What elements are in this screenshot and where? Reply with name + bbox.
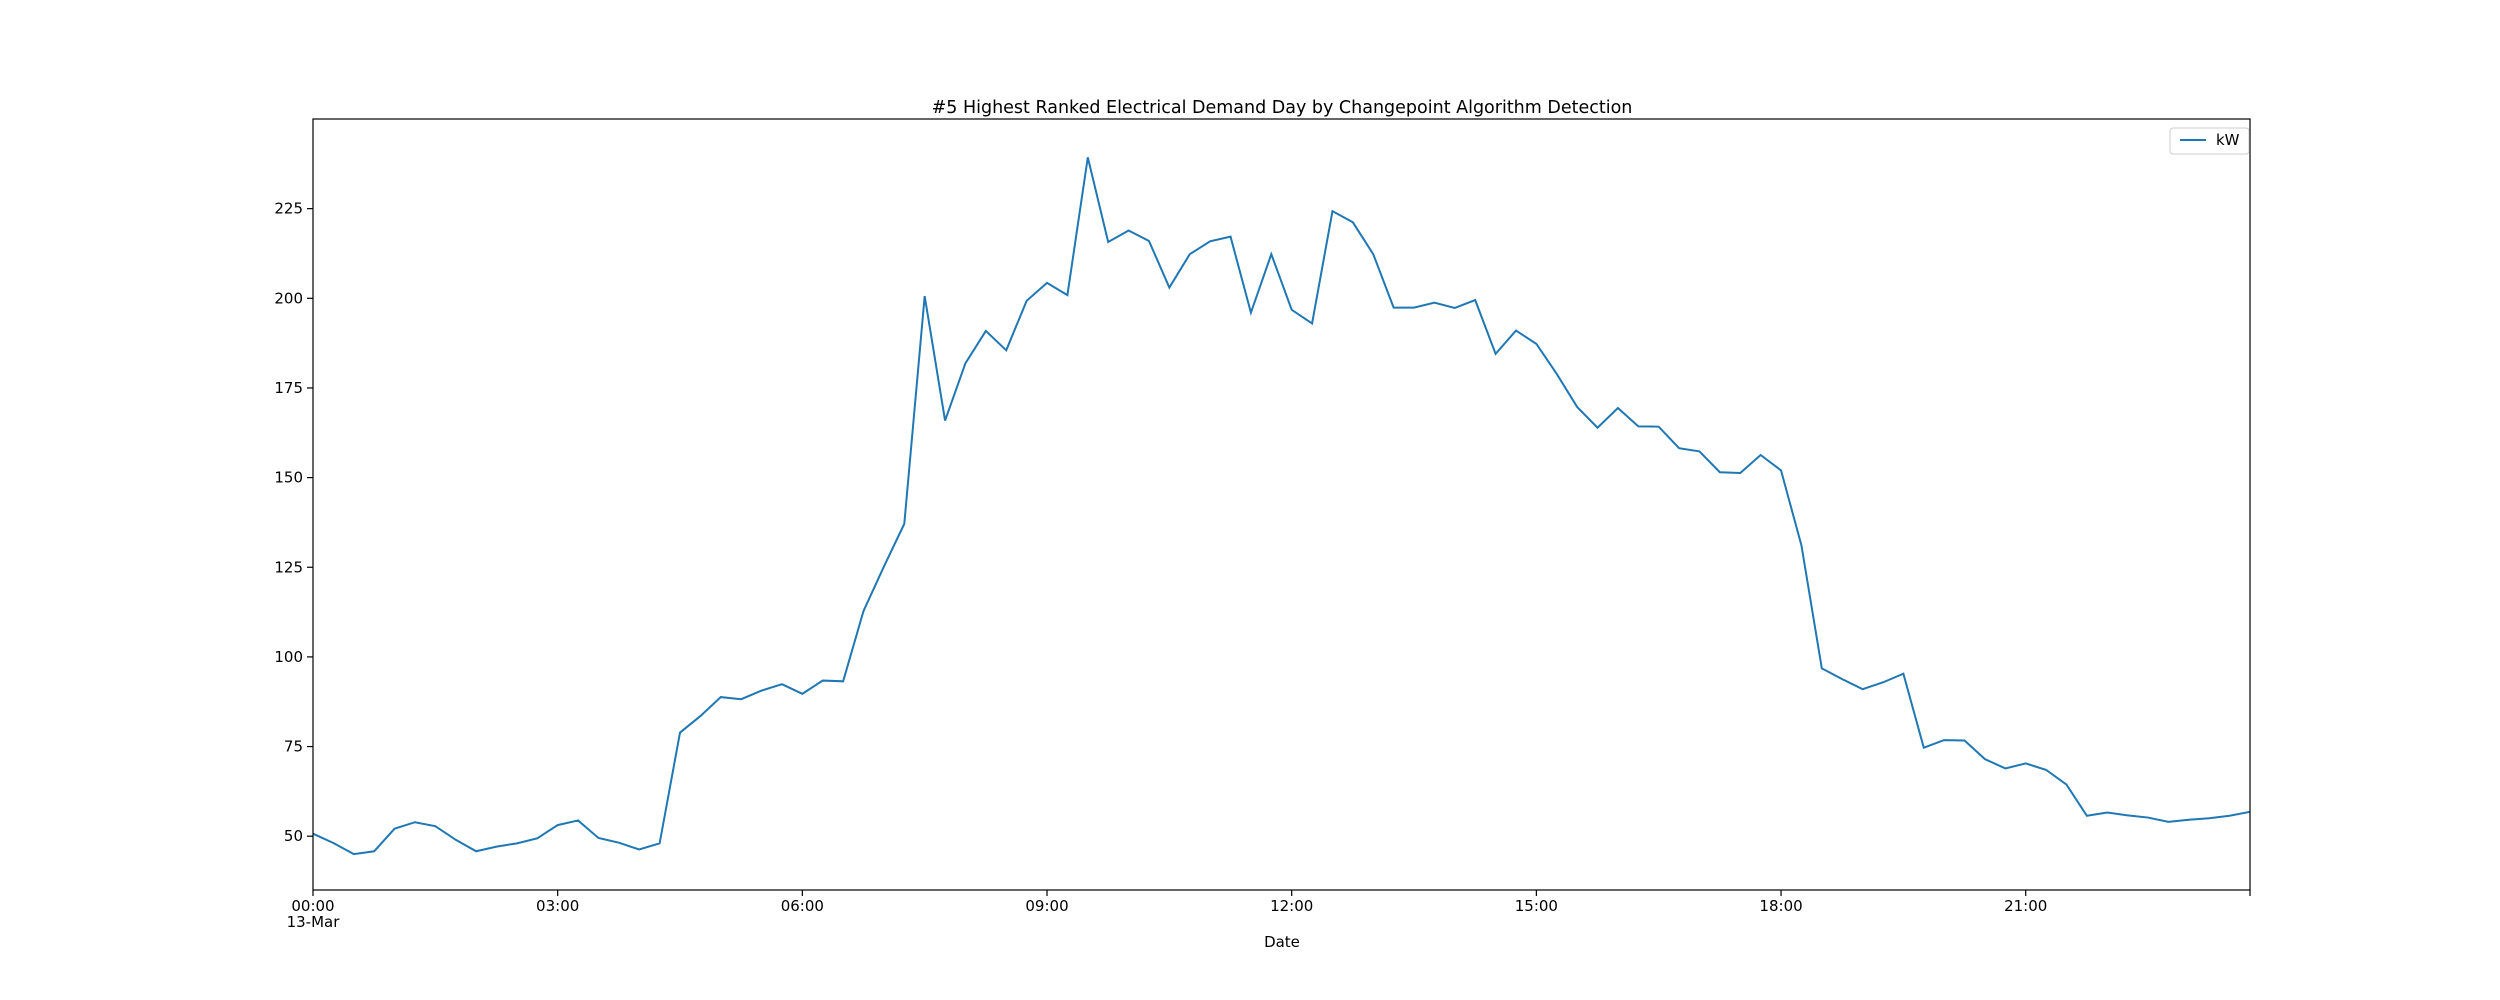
- x-axis-label: Date: [1264, 933, 1300, 951]
- y-tick-label: 125: [274, 558, 303, 576]
- legend: kW: [2169, 127, 2250, 155]
- x-tick-label: 15:00: [1515, 897, 1558, 915]
- x-tick-label: 21:00: [2004, 897, 2047, 915]
- y-tick-label: 75: [284, 738, 303, 756]
- x-tick-label: 06:00: [781, 897, 824, 915]
- x-date-label: 13-Mar: [287, 913, 341, 931]
- chart-title: #5 Highest Ranked Electrical Demand Day …: [932, 98, 1633, 118]
- axes-frame: [312, 118, 2251, 891]
- x-axis: 00:00 03:00 06:00 09:00 12:00 15:00 18:00 21:00: [291, 890, 2251, 915]
- x-tick-label: 00:00: [291, 897, 334, 915]
- series-line-kw: [312, 157, 2251, 856]
- y-tick-label: 225: [274, 200, 303, 218]
- x-tick-label: 18:00: [1759, 897, 1802, 915]
- legend-label-kw: kW: [2216, 131, 2240, 149]
- y-axis: 50 75 100 125 150 175 200 225: [274, 200, 313, 845]
- x-tick-label: 03:00: [536, 897, 579, 915]
- plot-area: [312, 118, 2251, 891]
- y-tick-label: 175: [274, 379, 303, 397]
- legend-box: [2169, 127, 2250, 155]
- x-tick-label: 09:00: [1025, 897, 1068, 915]
- x-tick-label: 12:00: [1270, 897, 1313, 915]
- y-tick-label: 200: [274, 289, 303, 307]
- y-tick-label: 50: [284, 827, 303, 845]
- y-tick-label: 150: [274, 469, 303, 487]
- y-tick-label: 100: [274, 648, 303, 666]
